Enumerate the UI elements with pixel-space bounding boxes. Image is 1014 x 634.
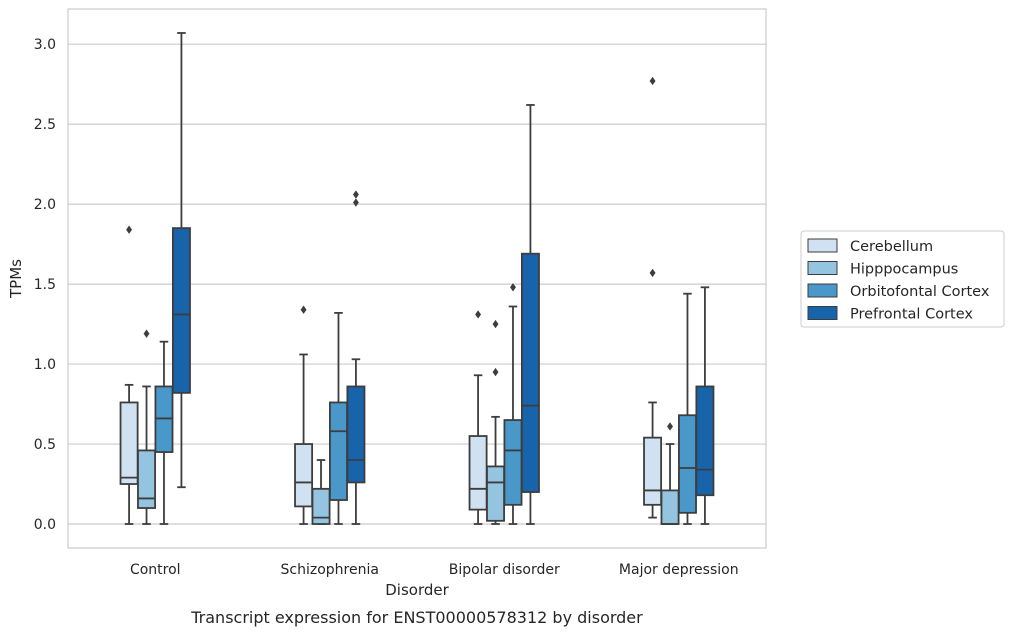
- legend-swatch: [807, 306, 838, 320]
- box-orbitofontal-cortex: [329, 311, 348, 525]
- box-cerebellum: [643, 76, 663, 519]
- box-iqr: [171, 227, 191, 394]
- box-prefrontal-cortex: [346, 190, 366, 525]
- chart-caption: Transcript expression for ENST0000057831…: [190, 608, 643, 627]
- outlier-point: [667, 422, 673, 431]
- box-orbitofontal-cortex: [678, 292, 697, 525]
- outlier-point: [475, 310, 482, 319]
- y-tick-label: 1.0: [34, 357, 56, 373]
- outlier-point: [492, 319, 499, 329]
- box-hipppocampus: [311, 459, 331, 525]
- y-tick-label: 0.5: [34, 437, 56, 453]
- box-iqr: [119, 401, 139, 485]
- x-axis-ticks: Control Schizophrenia Bipolar disorder Majo…: [130, 562, 739, 578]
- legend-label: Hipppocampus: [850, 262, 958, 278]
- outlier-point: [300, 305, 307, 314]
- legend-swatch: [807, 261, 838, 275]
- outlier-point: [126, 225, 133, 234]
- box-plots: [119, 32, 715, 525]
- box-hipppocampus: [660, 422, 680, 525]
- box-iqr: [329, 401, 348, 501]
- x-tick-label: Control: [130, 562, 181, 578]
- box-orbitofontal-cortex: [503, 283, 523, 525]
- y-tick-label: 3.0: [34, 37, 56, 53]
- x-axis-label: Disorder: [385, 581, 449, 599]
- y-axis-ticks: 0.0 0.5 1.0 1.5 2.0 2.5 3.0: [34, 37, 56, 533]
- x-tick-label: Schizophrenia: [281, 562, 379, 578]
- box-iqr: [643, 436, 663, 506]
- box-iqr: [311, 487, 331, 525]
- box-iqr: [346, 385, 366, 484]
- box-prefrontal-cortex: [171, 32, 191, 489]
- y-tick-label: 1.5: [34, 277, 56, 293]
- legend-swatch: [807, 283, 838, 298]
- legend-swatch: [807, 238, 838, 253]
- box-iqr: [520, 252, 540, 493]
- y-tick-label: 2.5: [34, 117, 56, 133]
- box-iqr: [660, 489, 680, 525]
- outlier-point: [649, 76, 656, 86]
- outlier-point: [143, 329, 150, 338]
- legend-frame: [800, 230, 1005, 328]
- legend-label: Orbitofontal Cortex: [850, 284, 990, 300]
- box-prefrontal-cortex: [520, 104, 540, 525]
- box-cerebellum: [119, 225, 139, 525]
- outlier-point: [510, 283, 516, 292]
- box-iqr: [503, 419, 523, 506]
- legend: Cerebellum Hipppocampus Orbitofontal Corte…: [800, 230, 1005, 328]
- y-axis-label: TPMs: [7, 259, 25, 299]
- x-tick-label: Bipolar disorder: [449, 562, 560, 578]
- box-iqr: [468, 435, 488, 511]
- box-cerebellum: [294, 305, 314, 525]
- box-orbitofontal-cortex: [154, 340, 174, 525]
- y-tick-label: 0.0: [34, 517, 56, 533]
- x-tick-label: Major depression: [619, 562, 739, 578]
- outlier-point: [352, 190, 359, 199]
- outlier-point: [649, 268, 656, 278]
- box-prefrontal-cortex: [695, 286, 715, 525]
- y-tick-label: 2.0: [34, 197, 56, 213]
- box-cerebellum: [468, 310, 488, 525]
- box-hipppocampus: [486, 319, 505, 525]
- outlier-point: [492, 367, 499, 377]
- legend-label: Prefrontal Cortex: [850, 307, 973, 323]
- outlier-point: [352, 198, 359, 207]
- legend-label: Cerebellum: [850, 239, 933, 255]
- box-iqr: [486, 465, 505, 522]
- box-iqr: [678, 414, 697, 514]
- box-iqr: [137, 449, 156, 509]
- box-hipppocampus: [137, 329, 156, 525]
- plot-frame: [67, 8, 767, 549]
- box-iqr: [294, 443, 314, 508]
- box-iqr: [695, 385, 715, 497]
